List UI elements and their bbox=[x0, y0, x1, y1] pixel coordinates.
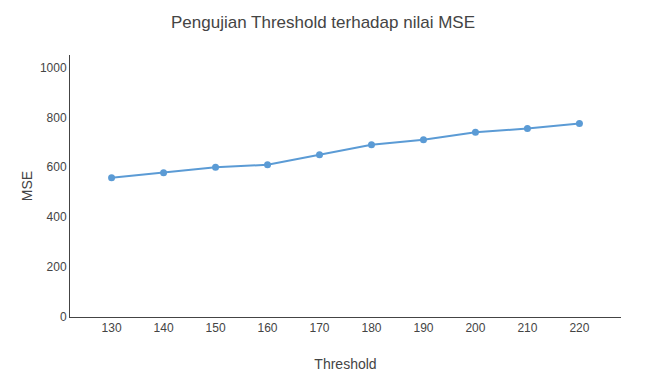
svg-text:210: 210 bbox=[517, 321, 537, 335]
svg-text:1000: 1000 bbox=[40, 61, 67, 75]
svg-text:Pengujian Threshold terhadap n: Pengujian Threshold terhadap nilai MSE bbox=[171, 13, 475, 32]
svg-text:200: 200 bbox=[465, 321, 485, 335]
svg-text:0: 0 bbox=[60, 310, 67, 324]
svg-text:190: 190 bbox=[413, 321, 433, 335]
svg-text:800: 800 bbox=[47, 111, 67, 125]
svg-text:150: 150 bbox=[206, 321, 226, 335]
svg-text:MSE: MSE bbox=[19, 171, 35, 201]
svg-text:Threshold: Threshold bbox=[314, 356, 376, 372]
svg-text:130: 130 bbox=[102, 321, 122, 335]
svg-text:180: 180 bbox=[361, 321, 381, 335]
svg-text:140: 140 bbox=[154, 321, 174, 335]
svg-text:220: 220 bbox=[569, 321, 589, 335]
svg-text:160: 160 bbox=[258, 321, 278, 335]
svg-text:170: 170 bbox=[309, 321, 329, 335]
svg-text:600: 600 bbox=[47, 160, 67, 174]
svg-text:400: 400 bbox=[47, 210, 67, 224]
svg-text:200: 200 bbox=[47, 260, 67, 274]
